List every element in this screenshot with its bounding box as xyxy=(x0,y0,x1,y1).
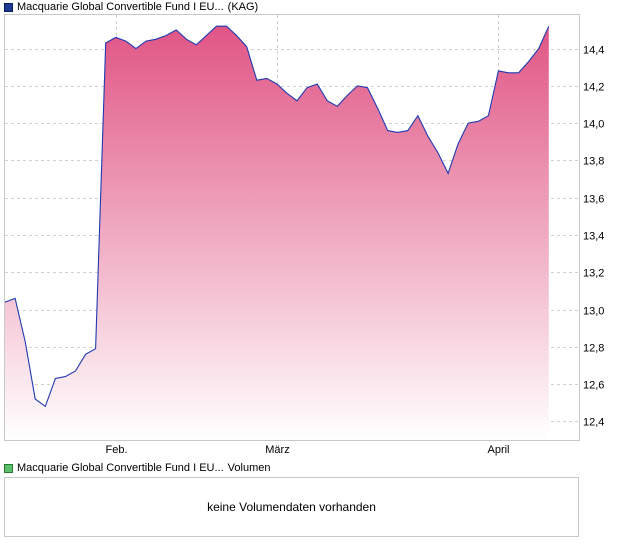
volume-empty-message: keine Volumendaten vorhanden xyxy=(207,500,376,514)
price-legend: Macquarie Global Convertible Fund I EU..… xyxy=(4,0,258,14)
volume-series-swatch-icon xyxy=(4,463,13,473)
y-axis: 12,4 12,6 12,8 13,0 13,2 13,4 13,6 13,8 14,0 14,2… xyxy=(583,45,604,429)
price-series-exchange: (KAG) xyxy=(227,1,259,13)
y-tick-label: 14,0 xyxy=(583,119,604,131)
x-tick-label: April xyxy=(487,444,509,456)
y-tick-label: 13,8 xyxy=(583,156,604,168)
chart-area xyxy=(4,25,550,440)
plot-frame xyxy=(4,14,580,441)
volume-series-label: Macquarie Global Convertible Fund I EU..… xyxy=(17,462,224,474)
y-tick-label: 13,4 xyxy=(583,231,604,243)
price-chart: 12,4 12,6 12,8 13,0 13,2 13,4 13,6 13,8 14,0 14,2… xyxy=(4,14,604,456)
y-tick-label: 14,2 xyxy=(583,82,604,94)
y-tick-label: 13,2 xyxy=(583,268,604,280)
x-tick-label: Feb. xyxy=(105,444,127,456)
volume-panel: keine Volumendaten vorhanden xyxy=(4,477,579,537)
volume-legend: Macquarie Global Convertible Fund I EU..… xyxy=(4,461,270,475)
price-series-swatch-icon xyxy=(4,2,13,12)
y-tick-label: 12,4 xyxy=(583,417,604,429)
y-tick-label: 13,0 xyxy=(583,306,604,318)
y-tick-label: 12,8 xyxy=(583,343,604,355)
series-line xyxy=(4,25,550,408)
x-axis: Feb. März April xyxy=(105,444,509,456)
price-series-label: Macquarie Global Convertible Fund I EU..… xyxy=(17,1,224,13)
y-tick-label: 13,6 xyxy=(583,194,604,206)
series-area-fill xyxy=(5,26,549,440)
x-tick-label: März xyxy=(265,444,289,456)
y-tick-label: 14,4 xyxy=(583,45,604,57)
volume-series-suffix: Volumen xyxy=(227,462,271,474)
y-tick-label: 12,6 xyxy=(583,380,604,392)
